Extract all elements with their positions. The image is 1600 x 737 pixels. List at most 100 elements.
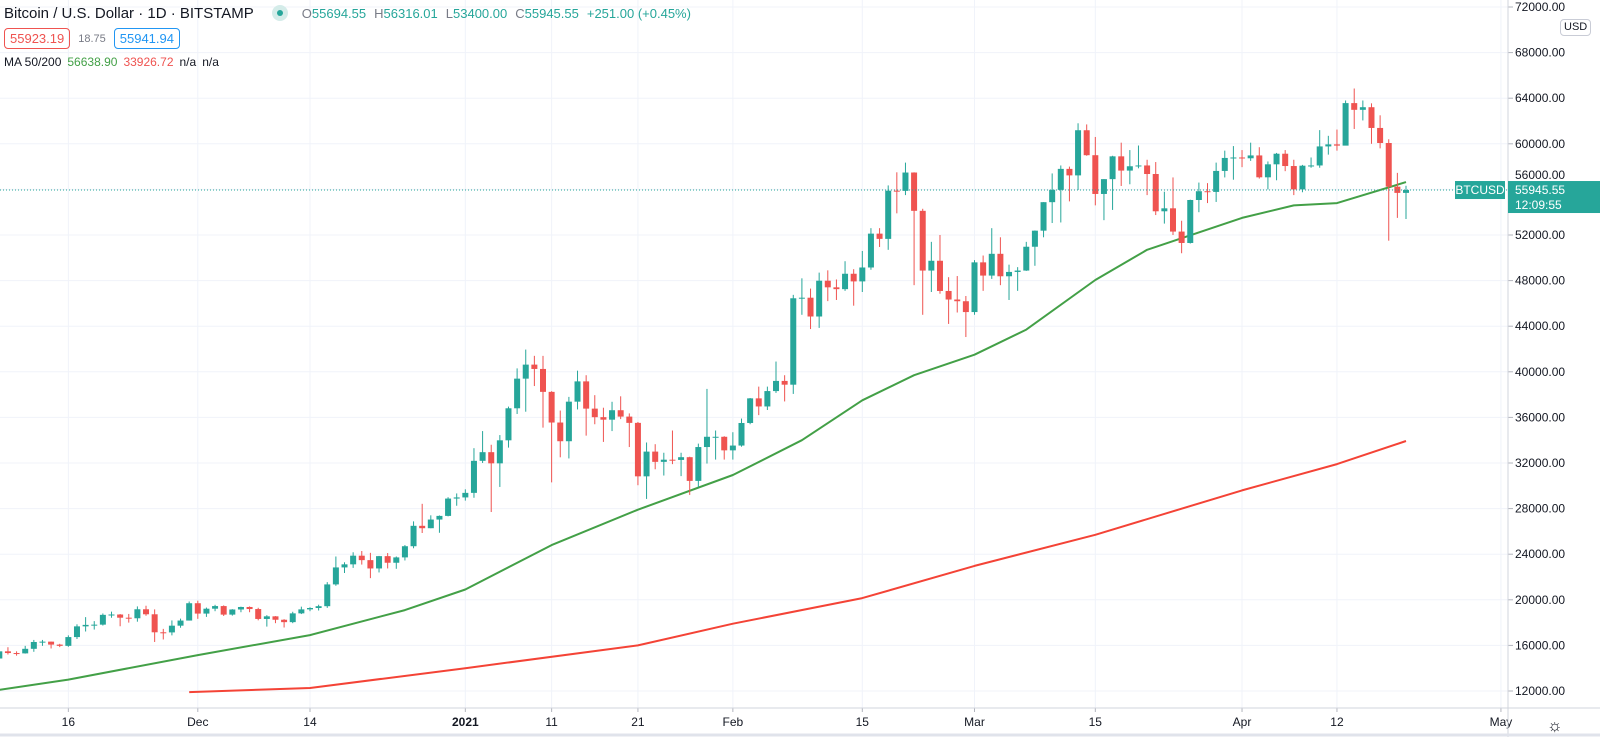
candle (65, 635, 72, 647)
candle (13, 651, 20, 656)
candle-body (1161, 208, 1168, 212)
candle (341, 562, 348, 574)
candle-body (56, 644, 63, 646)
candle (1075, 123, 1082, 190)
candle (160, 628, 167, 640)
x-tick-label: 15 (1089, 715, 1103, 729)
chart-legend: Bitcoin / U.S. Dollar · 1D · BITSTAMP O5… (4, 2, 699, 69)
candle-body (1256, 155, 1263, 178)
candle (1083, 124, 1090, 156)
candle (367, 552, 374, 579)
ma-na-2: n/a (202, 55, 219, 69)
candle (177, 618, 184, 628)
candle (893, 172, 900, 214)
candle-body (936, 260, 943, 291)
candle-body (0, 651, 3, 659)
candle-body (22, 648, 29, 654)
symbol-title[interactable]: Bitcoin / U.S. Dollar · 1D · BITSTAMP (4, 4, 254, 22)
y-tick-label: 12000.00 (1515, 684, 1565, 698)
candle (954, 276, 961, 313)
y-tick-label: 28000.00 (1515, 502, 1565, 516)
last-price-label: 55945.55 (1515, 183, 1565, 197)
candle-body (263, 616, 270, 619)
ma-indicator-legend[interactable]: MA 50/200 56638.90 33926.72 n/a n/a (4, 55, 699, 69)
candle-body (678, 457, 685, 460)
candle-body (721, 436, 728, 451)
symbol-tag (1455, 181, 1505, 200)
candle (867, 228, 874, 270)
market-status-icon[interactable] (271, 5, 288, 21)
candle-body (281, 619, 288, 623)
candle (1264, 161, 1271, 190)
candle (1066, 166, 1073, 202)
candle-body (1239, 157, 1246, 159)
candle (1359, 100, 1366, 121)
candle-body (557, 422, 564, 442)
candle (48, 641, 55, 649)
candle (764, 386, 771, 410)
candle (1109, 155, 1116, 210)
candle-body (798, 297, 805, 299)
ma-label: MA 50/200 (4, 55, 62, 69)
candle (289, 611, 296, 624)
candle (1325, 135, 1332, 155)
candle-body (911, 172, 918, 211)
candle (729, 432, 736, 460)
y-tick-label: 68000.00 (1515, 46, 1565, 60)
candle-body (237, 606, 244, 610)
close-label: C (515, 5, 525, 21)
candle (306, 607, 313, 612)
candle (1385, 139, 1392, 241)
candle-body (151, 614, 158, 633)
candle (686, 456, 693, 495)
candle (1187, 199, 1194, 244)
candle-body (634, 422, 641, 477)
candle-body (1135, 165, 1142, 167)
candle-body (341, 564, 348, 568)
candle-body (738, 422, 745, 446)
candle-body (876, 233, 883, 239)
candle-body (1394, 186, 1401, 193)
candle (479, 431, 486, 463)
candle (151, 609, 158, 642)
candle-body (617, 410, 624, 417)
sell-button[interactable]: 55923.19 (4, 28, 71, 49)
candle-body (65, 637, 72, 646)
x-tick-label: 21 (631, 715, 645, 729)
candle-body (850, 273, 857, 282)
candle (703, 388, 710, 464)
candle-body (988, 253, 995, 276)
candle-body (1023, 246, 1030, 271)
candle (1221, 150, 1228, 178)
buy-button[interactable]: 55941.94 (113, 28, 180, 49)
bar-countdown: 12:09:55 (1515, 198, 1562, 212)
settings-gear-icon[interactable]: ☼ (1547, 716, 1563, 735)
candle (876, 228, 883, 247)
candle (1169, 177, 1176, 235)
candle (928, 241, 935, 292)
candle-body (626, 416, 633, 423)
candle (548, 391, 555, 483)
candle (496, 435, 503, 487)
candle (1204, 183, 1211, 204)
candle (1273, 152, 1280, 181)
candle (1247, 142, 1254, 161)
candle (298, 606, 305, 615)
candle (1100, 179, 1107, 221)
currency-button[interactable]: USD (1560, 19, 1592, 36)
candle (1377, 115, 1384, 149)
spread-value: 18.75 (78, 32, 106, 45)
candle (591, 395, 598, 425)
candle (1239, 150, 1246, 168)
candle-body (470, 460, 477, 493)
symbol-tag-label: BTCUSD (1455, 183, 1505, 197)
candle (824, 270, 831, 302)
candle (281, 619, 288, 628)
candle-body (790, 298, 797, 385)
candle-body (980, 262, 987, 276)
candle (842, 261, 849, 291)
candle (263, 615, 270, 627)
candle-body (773, 380, 780, 392)
